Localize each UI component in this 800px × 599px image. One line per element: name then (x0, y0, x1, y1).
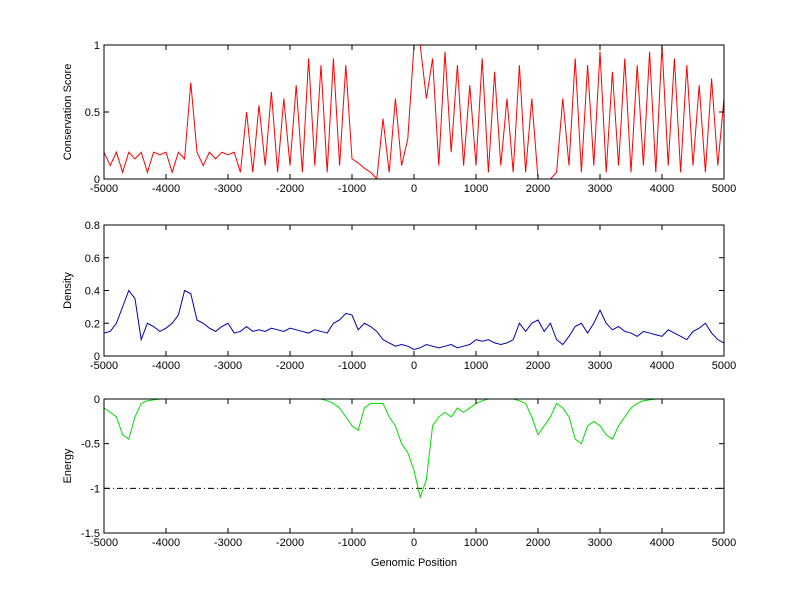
x-tick-label: -3000 (214, 360, 242, 372)
x-tick-label: -4000 (152, 183, 180, 195)
plot-area (104, 45, 724, 179)
y-axis-label: Energy (62, 448, 74, 483)
x-tick-label: -1000 (338, 183, 366, 195)
x-tick-label: 3000 (588, 537, 612, 549)
x-tick-label: -4000 (152, 360, 180, 372)
y-tick-label: 0.6 (85, 253, 100, 265)
y-tick-label: 0.8 (85, 220, 100, 232)
x-tick-label: 3000 (588, 360, 612, 372)
x-tick-label: 4000 (650, 360, 674, 372)
plot-area (104, 399, 724, 533)
x-tick-label: -5000 (90, 183, 118, 195)
x-tick-label: -2000 (276, 537, 304, 549)
x-tick-label: -3000 (214, 183, 242, 195)
y-axis-label: Conservation Score (62, 64, 74, 161)
x-tick-label: -1000 (338, 537, 366, 549)
x-tick-label: -3000 (214, 537, 242, 549)
y-tick-label: 0.2 (85, 318, 100, 330)
y-tick-label: 0 (94, 351, 100, 363)
y-tick-label: 0 (94, 394, 100, 406)
y-tick-label: 1 (94, 40, 100, 52)
x-tick-label: 0 (411, 183, 417, 195)
x-tick-label: 5000 (712, 360, 736, 372)
x-tick-label: -1000 (338, 360, 366, 372)
x-tick-label: 1000 (464, 183, 488, 195)
x-tick-label: -2000 (276, 360, 304, 372)
x-tick-label: 3000 (588, 183, 612, 195)
x-tick-label: 5000 (712, 183, 736, 195)
x-tick-label: 5000 (712, 537, 736, 549)
x-tick-label: 0 (411, 360, 417, 372)
x-tick-label: 2000 (526, 537, 550, 549)
y-tick-label: 0.4 (85, 286, 100, 298)
x-tick-label: 2000 (526, 183, 550, 195)
series (104, 399, 662, 500)
y-tick-label: -0.5 (81, 439, 100, 451)
x-tick-label: 2000 (526, 360, 550, 372)
x-tick-label: 4000 (650, 183, 674, 195)
x-tick-label: 0 (411, 537, 417, 549)
y-axis-label: Density (62, 272, 74, 309)
x-axis-label: Genomic Position (371, 557, 457, 569)
data-line (104, 45, 724, 179)
x-tick-label: -5000 (90, 537, 118, 549)
y-tick-label: 0 (94, 174, 100, 186)
x-tick-label: 1000 (464, 537, 488, 549)
x-tick-label: -2000 (276, 183, 304, 195)
series (104, 289, 724, 350)
y-tick-label: 0.5 (85, 107, 100, 119)
x-tick-label: -5000 (90, 360, 118, 372)
series (104, 45, 724, 179)
x-tick-label: -4000 (152, 537, 180, 549)
data-line (104, 399, 662, 500)
x-tick-label: 4000 (650, 537, 674, 549)
x-tick-label: 1000 (464, 360, 488, 372)
y-tick-label: -1.5 (81, 528, 100, 540)
plot-area (104, 225, 724, 356)
data-line (104, 289, 724, 350)
y-tick-label: -1 (90, 483, 100, 495)
